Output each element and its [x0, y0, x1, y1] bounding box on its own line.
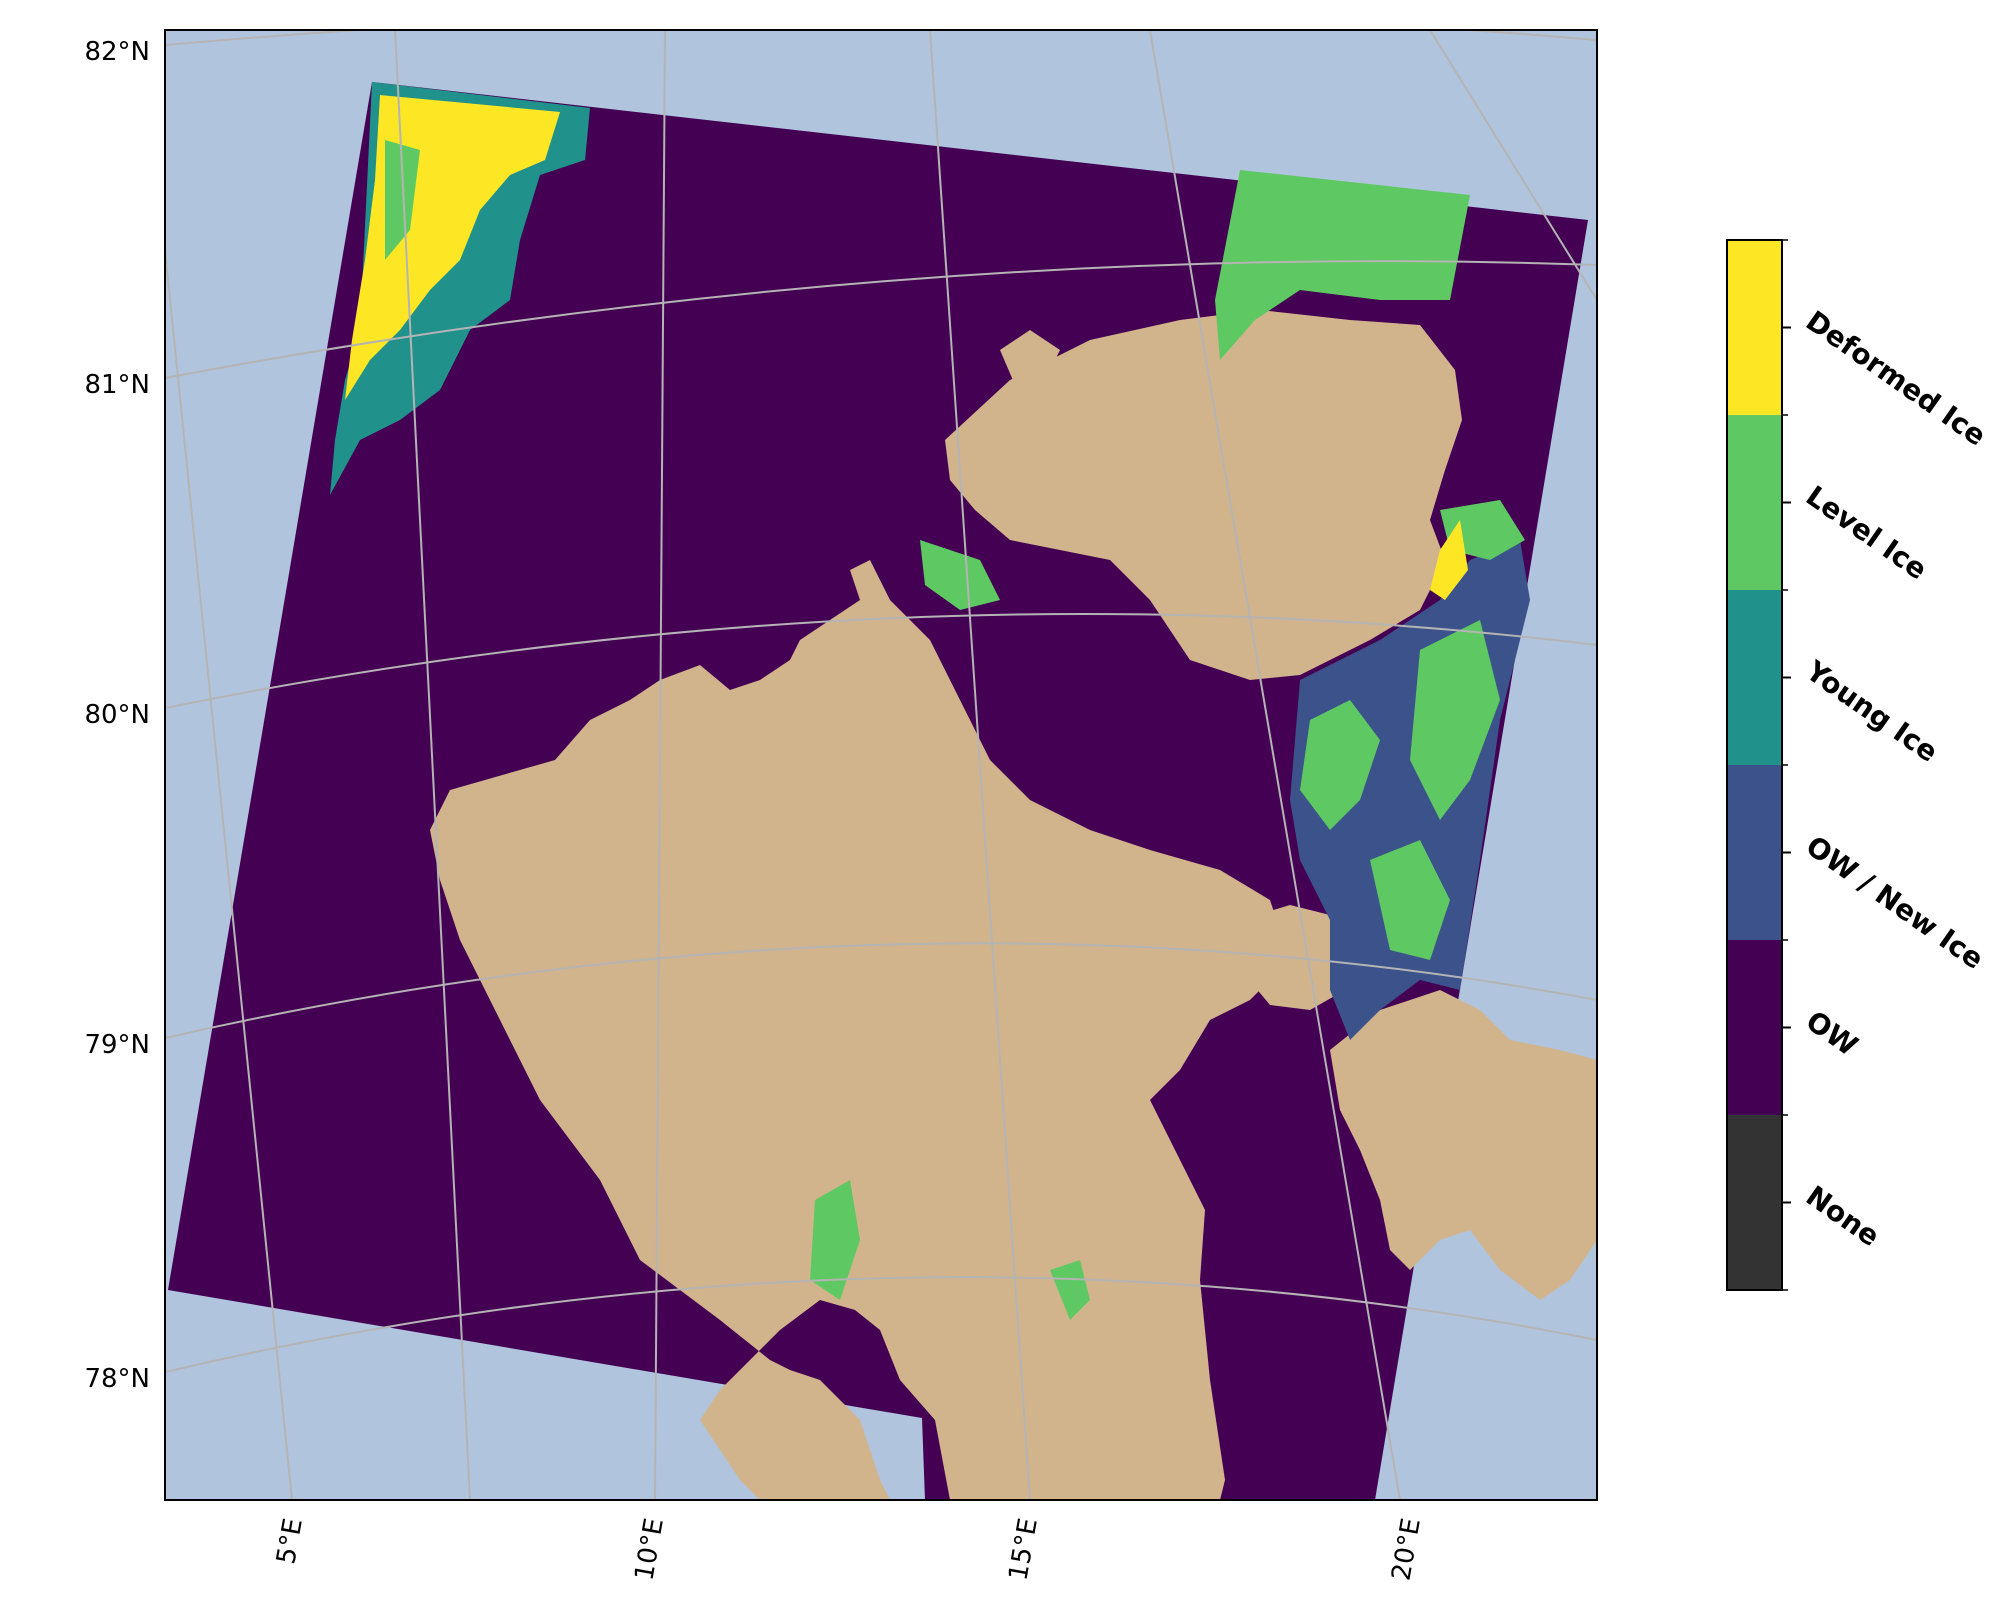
- latitude-line-79n: [165, 942, 1597, 1039]
- longitude-line-14e: [929, 30, 1031, 1500]
- colorbar-label: Deformed Ice: [1800, 304, 1992, 452]
- colorbar-label: Young Ice: [1799, 654, 1944, 769]
- ice-patch: [1215, 170, 1470, 360]
- colorbar-segment: [1727, 1115, 1782, 1290]
- ice-patch: [1300, 700, 1380, 830]
- latitude-line-81n: [165, 260, 1597, 379]
- latitude-label: 82°N: [84, 37, 150, 67]
- colorbar-label: None: [1800, 1179, 1886, 1253]
- longitude-label: 20°E: [1386, 1516, 1426, 1583]
- land-nordaustlandet: [945, 310, 1462, 680]
- colorbar-segment: [1727, 240, 1782, 415]
- latitude-label: 78°N: [84, 1364, 150, 1394]
- longitude-line-10e: [654, 30, 666, 1500]
- longitude-labels: 5°E 10°E 15°E 20°E: [271, 1516, 1427, 1583]
- colorbar-segment: [1727, 590, 1782, 765]
- longitude-label: 5°E: [271, 1516, 309, 1566]
- colorbar-label: OW / New Ice: [1800, 829, 1990, 976]
- colorbar-label: Level Ice: [1800, 479, 1933, 586]
- ice-patch: [1410, 620, 1500, 820]
- longitude-label: 15°E: [1003, 1516, 1043, 1583]
- longitude-label: 10°E: [629, 1516, 669, 1583]
- colorbar-segment: [1727, 765, 1782, 940]
- ice-region-east: [810, 170, 1530, 1320]
- latitude-label: 81°N: [84, 370, 150, 400]
- colorbar-frame: [1726, 239, 1783, 1291]
- latitude-line-78n: [165, 1276, 1597, 1373]
- colorbar-segment: [1727, 940, 1782, 1115]
- ice-patch: [1370, 840, 1450, 960]
- longitude-line-16e: [1149, 30, 1401, 1500]
- map-content: [165, 30, 1597, 1500]
- land-northern-islet: [1000, 330, 1060, 385]
- colorbar-segment: [1727, 415, 1782, 590]
- longitude-line-20e: [1429, 30, 1597, 301]
- land-east-islands: [1330, 990, 1597, 1300]
- ice-patch: [385, 140, 420, 260]
- colorbar-legend: Deformed Ice Level Ice Young Ice OW / New I…: [1726, 239, 1992, 1291]
- latitude-label: 80°N: [84, 700, 150, 730]
- ice-patch: [1050, 1260, 1090, 1320]
- map-frame: [164, 29, 1598, 1501]
- latitude-labels: 82°N 81°N 80°N 79°N 78°N: [84, 37, 150, 1394]
- latitude-line-80n: [165, 612, 1597, 709]
- longitude-line-5e: [165, 249, 293, 1500]
- ice-patch: [920, 540, 1000, 610]
- longitude-line-8e: [394, 30, 471, 1500]
- ice-patch: [1430, 520, 1468, 600]
- colorbar-label: OW: [1800, 1004, 1864, 1062]
- latitude-label: 79°N: [84, 1030, 150, 1060]
- graticule: [165, 30, 1597, 1500]
- ice-patch: [810, 1180, 860, 1300]
- ice-region-northwest: [330, 82, 590, 495]
